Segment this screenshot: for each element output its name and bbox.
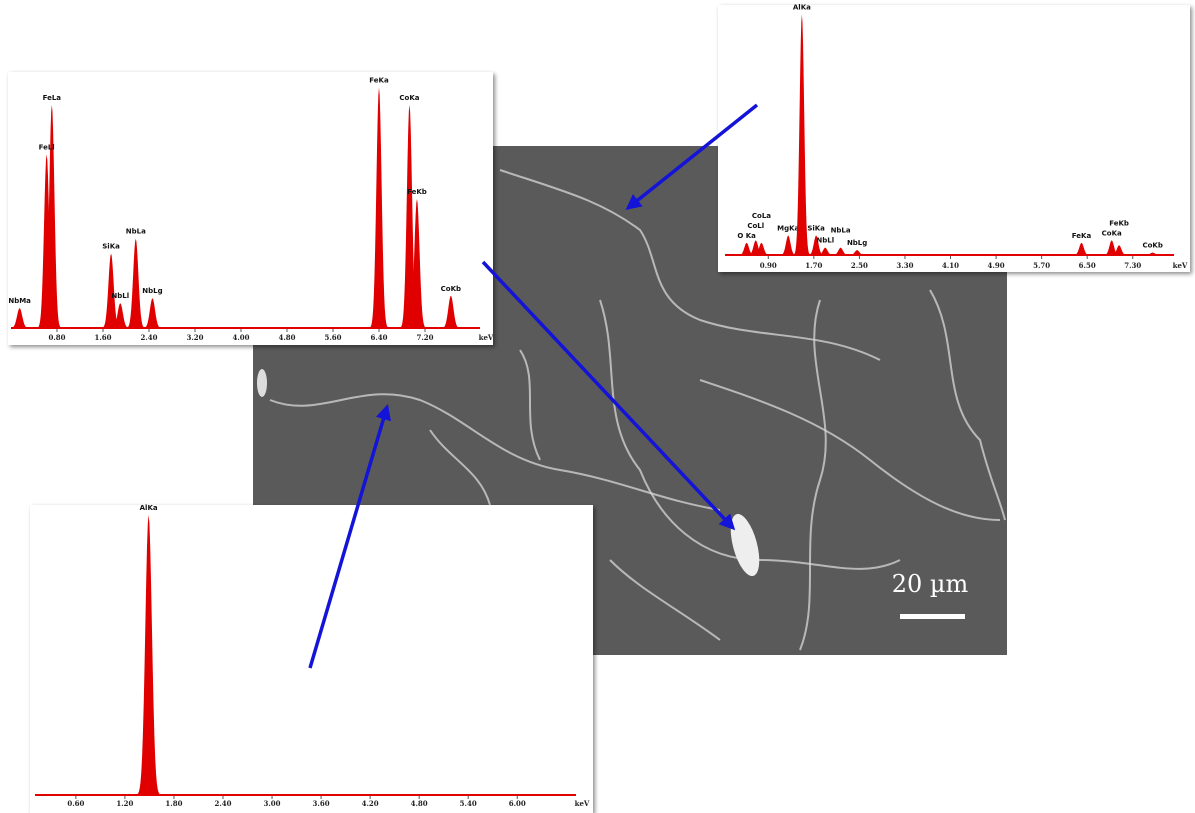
x-tick-label: 4.90	[988, 261, 1005, 270]
peak-label: CoKa	[1102, 229, 1122, 237]
peak	[100, 253, 122, 328]
x-tick-label: 1.70	[805, 261, 822, 270]
peak	[9, 308, 30, 328]
peak-label: AlKa	[140, 504, 158, 512]
scale-bar-label: 20 µm	[892, 570, 969, 598]
peak	[1072, 242, 1091, 255]
peak	[440, 295, 462, 328]
peak-label: SiKa	[807, 225, 825, 233]
peak	[1143, 252, 1162, 255]
spectrum: 0.80 1.60 2.40 3.20 4.00 4.80 5.60 6.40 7.20 keV N…	[8, 76, 494, 342]
x-tick-label: 4.20	[362, 799, 379, 808]
x-axis-label: keV	[479, 333, 494, 342]
x-tick-label: 7.20	[416, 333, 433, 342]
peak-label: MgKa	[777, 225, 799, 233]
arrow	[308, 403, 391, 669]
peak-label: CoLa	[752, 212, 771, 220]
spectrum: 0.90 1.70 2.50 3.30 4.10 4.90 5.70 6.50 7.30 keV O…	[725, 3, 1188, 270]
arrow	[625, 103, 759, 210]
arrow	[481, 260, 736, 531]
peak-label: FeKa	[1072, 232, 1092, 240]
x-axis-label: keV	[1173, 261, 1188, 270]
peak	[109, 303, 131, 328]
x-tick-label: 1.80	[165, 799, 182, 808]
peak	[792, 14, 811, 256]
peak	[752, 242, 771, 255]
peak-label: NbLa	[126, 228, 146, 236]
peak-label: CoKb	[441, 285, 461, 293]
x-tick-label: 2.50	[851, 261, 868, 270]
peak-label: SiKa	[102, 243, 120, 251]
peak-label: NbLl	[111, 292, 129, 300]
x-tick-label: 3.20	[186, 333, 203, 342]
x-tick-label: 4.80	[411, 799, 428, 808]
peak	[135, 514, 162, 795]
peak-label: AlKa	[793, 3, 811, 11]
x-tick-label: 7.30	[1124, 261, 1141, 270]
x-tick-label: 5.70	[1033, 261, 1050, 270]
x-tick-label: 4.10	[942, 261, 959, 270]
x-tick-label: 3.00	[264, 799, 281, 808]
peak	[848, 250, 867, 255]
peak	[399, 104, 420, 328]
spectrum-panel	[718, 5, 1190, 272]
x-tick-label: 2.40	[214, 799, 231, 808]
x-tick-label: 0.60	[67, 799, 84, 808]
peak	[779, 235, 798, 255]
peak	[368, 87, 390, 328]
x-tick-label: 5.60	[324, 333, 341, 342]
spectra: 0.80 1.60 2.40 3.20 4.00 4.80 5.60 6.40 7.20 keV N…	[8, 3, 1188, 808]
spectrum: 0.60 1.20 1.80 2.40 3.00 3.60 4.20 4.80 5.40 6.00…	[35, 504, 590, 808]
peak	[1102, 240, 1121, 255]
x-tick-label: 6.00	[509, 799, 526, 808]
peak-label: FeLl	[39, 143, 55, 151]
peak	[816, 247, 835, 255]
x-tick-label: 6.50	[1079, 261, 1096, 270]
peak-label: CoKa	[399, 94, 419, 102]
peak-label: NbMa	[8, 297, 31, 305]
peak-label: FeKa	[369, 76, 389, 84]
x-tick-label: 6.40	[370, 333, 387, 342]
x-tick-label: 5.40	[460, 799, 477, 808]
x-tick-label: 3.60	[313, 799, 330, 808]
x-tick-label: 4.80	[278, 333, 295, 342]
peak	[737, 242, 756, 255]
peak-label: NbLa	[831, 227, 851, 235]
peak-label: NbLg	[142, 287, 162, 295]
x-tick-label: 3.30	[896, 261, 913, 270]
peak	[406, 199, 428, 328]
peak-label: CoLl	[747, 222, 764, 230]
scale-bar	[900, 614, 965, 619]
peak-label: O Ka	[737, 232, 756, 240]
peak-label: FeKb	[1109, 219, 1129, 227]
x-tick-label: 0.80	[48, 333, 65, 342]
peak	[36, 154, 57, 328]
x-tick-label: 0.90	[760, 261, 777, 270]
x-tick-label: 1.20	[116, 799, 133, 808]
x-tick-label: 2.40	[140, 333, 157, 342]
peak-label: CoKb	[1142, 242, 1162, 250]
peak	[807, 235, 826, 255]
peak	[41, 104, 63, 328]
peak-label: FeLa	[43, 94, 62, 102]
x-axis-label: keV	[575, 799, 590, 808]
peak-label: FeKb	[407, 188, 427, 196]
x-tick-label: 4.00	[232, 333, 249, 342]
peak-label: NbLl	[816, 237, 834, 245]
peak	[125, 238, 147, 328]
peak	[831, 247, 850, 255]
peak	[142, 298, 163, 328]
x-tick-label: 1.60	[94, 333, 111, 342]
peak	[1109, 245, 1129, 255]
peak	[746, 240, 765, 255]
peak-label: NbLg	[847, 239, 867, 247]
